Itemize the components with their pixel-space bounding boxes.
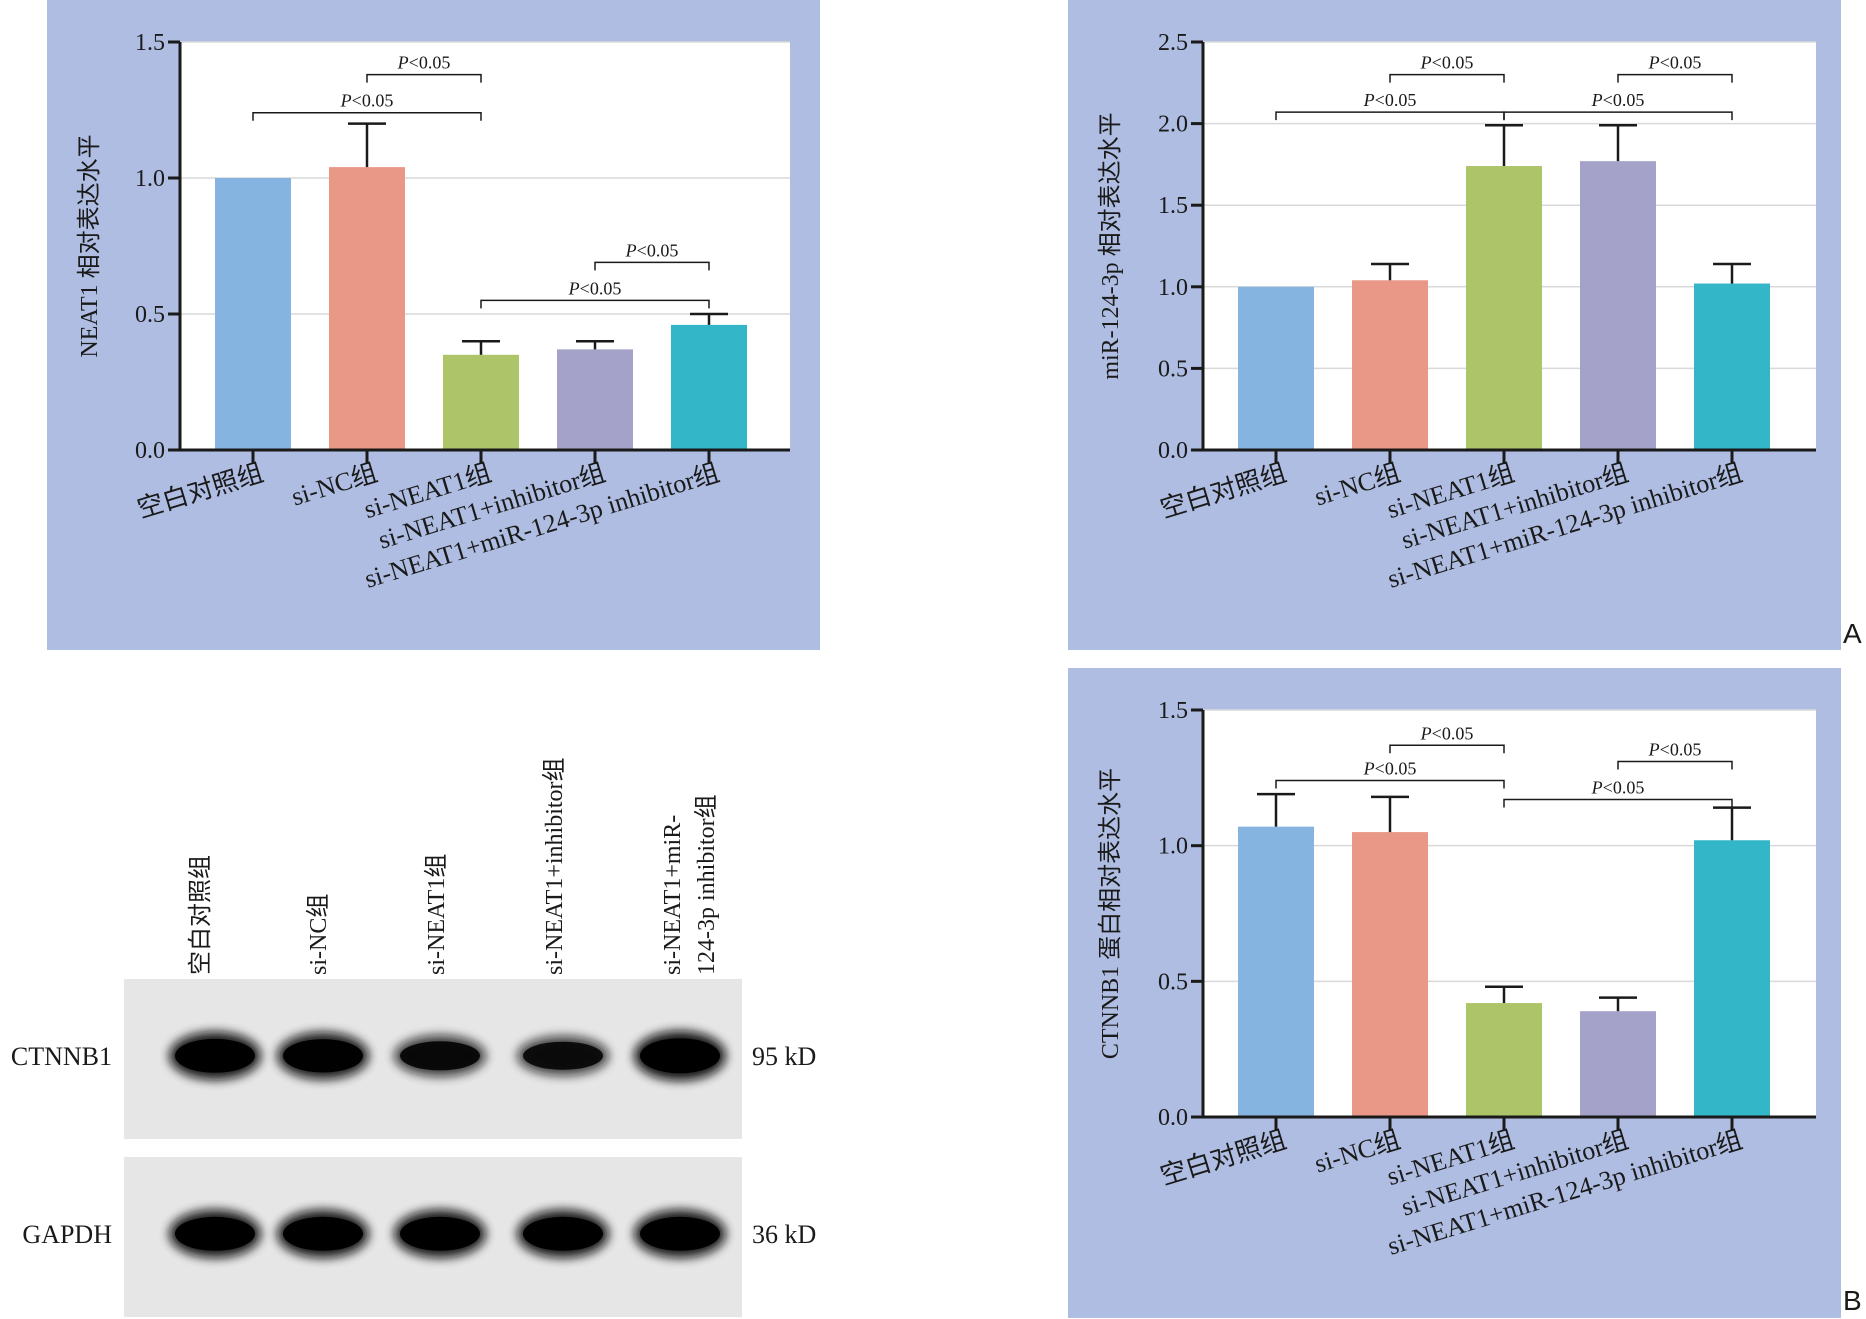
significance-bracket xyxy=(1503,798,1733,808)
y-axis-label: CTNNB1 蛋白相对表达水平 xyxy=(1097,768,1124,1059)
y-tick-label: 0.5 xyxy=(1158,969,1188,995)
blot-band-core xyxy=(400,1041,480,1071)
blot-row-size: 95 kD xyxy=(752,1042,816,1071)
significance-bracket xyxy=(252,111,482,121)
significance-bracket xyxy=(1503,111,1733,121)
blot-row-label: CTNNB1 xyxy=(11,1042,112,1071)
significance-label: P<0.05 xyxy=(625,240,679,260)
blot-band-core xyxy=(640,1038,720,1074)
significance-bracket xyxy=(480,299,710,309)
bar-4 xyxy=(1580,1011,1656,1117)
significance-bracket xyxy=(366,73,482,83)
bar-5 xyxy=(1694,840,1770,1117)
significance-label: P<0.05 xyxy=(568,278,622,298)
blot-band-core xyxy=(175,1038,255,1073)
blot-band-core xyxy=(175,1216,255,1251)
bar-2 xyxy=(1352,280,1428,450)
blot-lane-label-5: si-NEAT1+miR- xyxy=(660,815,686,975)
bar-1 xyxy=(1238,826,1314,1117)
bar-5 xyxy=(671,324,747,450)
bar-4 xyxy=(1580,161,1656,451)
bar-1 xyxy=(1238,286,1314,450)
blot-band-core xyxy=(523,1216,603,1251)
bar-5 xyxy=(1694,283,1770,450)
blot-lane-label-3: si-NEAT1组 xyxy=(423,854,450,975)
significance-label: P<0.05 xyxy=(1363,90,1417,110)
blot-band-core xyxy=(523,1041,603,1070)
blot-row-size: 36 kD xyxy=(752,1220,816,1249)
y-tick-label: 1.0 xyxy=(1158,834,1188,860)
significance-label: P<0.05 xyxy=(397,53,451,73)
bar-2 xyxy=(1352,832,1428,1117)
y-tick-label: 0.5 xyxy=(1158,356,1188,382)
blot-band-core xyxy=(283,1039,363,1073)
blot-lane-label-2: si-NC组 xyxy=(305,894,332,975)
blot-band-core xyxy=(283,1216,363,1251)
significance-label: P<0.05 xyxy=(1648,53,1702,73)
significance-label: P<0.05 xyxy=(1420,53,1474,73)
y-tick-label: 2.5 xyxy=(1158,30,1188,56)
y-tick-label: 1.0 xyxy=(135,166,165,192)
blot-band-core xyxy=(640,1216,720,1251)
y-tick-label: 1.5 xyxy=(135,30,165,56)
y-axis-label: NEAT1 相对表达水平 xyxy=(76,134,103,357)
bar-4 xyxy=(557,349,633,450)
bar-3 xyxy=(1466,1003,1542,1117)
bar-3 xyxy=(443,354,519,450)
significance-bracket xyxy=(1617,760,1733,770)
bar-3 xyxy=(1466,166,1542,451)
significance-label: P<0.05 xyxy=(1648,740,1702,760)
y-tick-label: 2.0 xyxy=(1158,112,1188,138)
significance-bracket xyxy=(1389,744,1505,754)
blot-lane-label-1: 空白对照组 xyxy=(187,855,214,975)
y-tick-label: 1.0 xyxy=(1158,275,1188,301)
panel-label-b: B xyxy=(1843,1285,1862,1316)
significance-label: P<0.05 xyxy=(1591,778,1645,798)
y-tick-label: 0.0 xyxy=(1158,1105,1188,1131)
blot-row-label: GAPDH xyxy=(22,1220,112,1249)
blot-lane-label-4: si-NEAT1+inhibitor组 xyxy=(541,757,568,975)
significance-bracket xyxy=(1617,73,1733,83)
blot-lane-label-6: 124-3p inhibitor组 xyxy=(693,794,720,975)
panel-label-a: A xyxy=(1843,618,1862,649)
significance-label: P<0.05 xyxy=(1363,759,1417,779)
blot-band-core xyxy=(400,1216,480,1251)
bar-2 xyxy=(329,167,405,450)
western-blot: 空白对照组 si-NC组 si-NEAT1组 si-NEAT1+inhibitor组 s… xyxy=(11,757,816,1317)
significance-label: P<0.05 xyxy=(1591,90,1645,110)
y-axis-label: miR-124-3p 相对表达水平 xyxy=(1097,112,1124,379)
y-tick-label: 0.5 xyxy=(135,302,165,328)
y-tick-label: 0.0 xyxy=(1158,438,1188,464)
y-tick-label: 0.0 xyxy=(135,438,165,464)
significance-bracket xyxy=(1389,73,1505,83)
y-tick-label: 1.5 xyxy=(1158,698,1188,724)
significance-bracket xyxy=(594,261,710,271)
significance-bracket xyxy=(1275,779,1505,789)
bar-1 xyxy=(215,178,291,450)
significance-label: P<0.05 xyxy=(1420,723,1474,743)
y-tick-label: 1.5 xyxy=(1158,193,1188,219)
significance-label: P<0.05 xyxy=(340,91,394,111)
